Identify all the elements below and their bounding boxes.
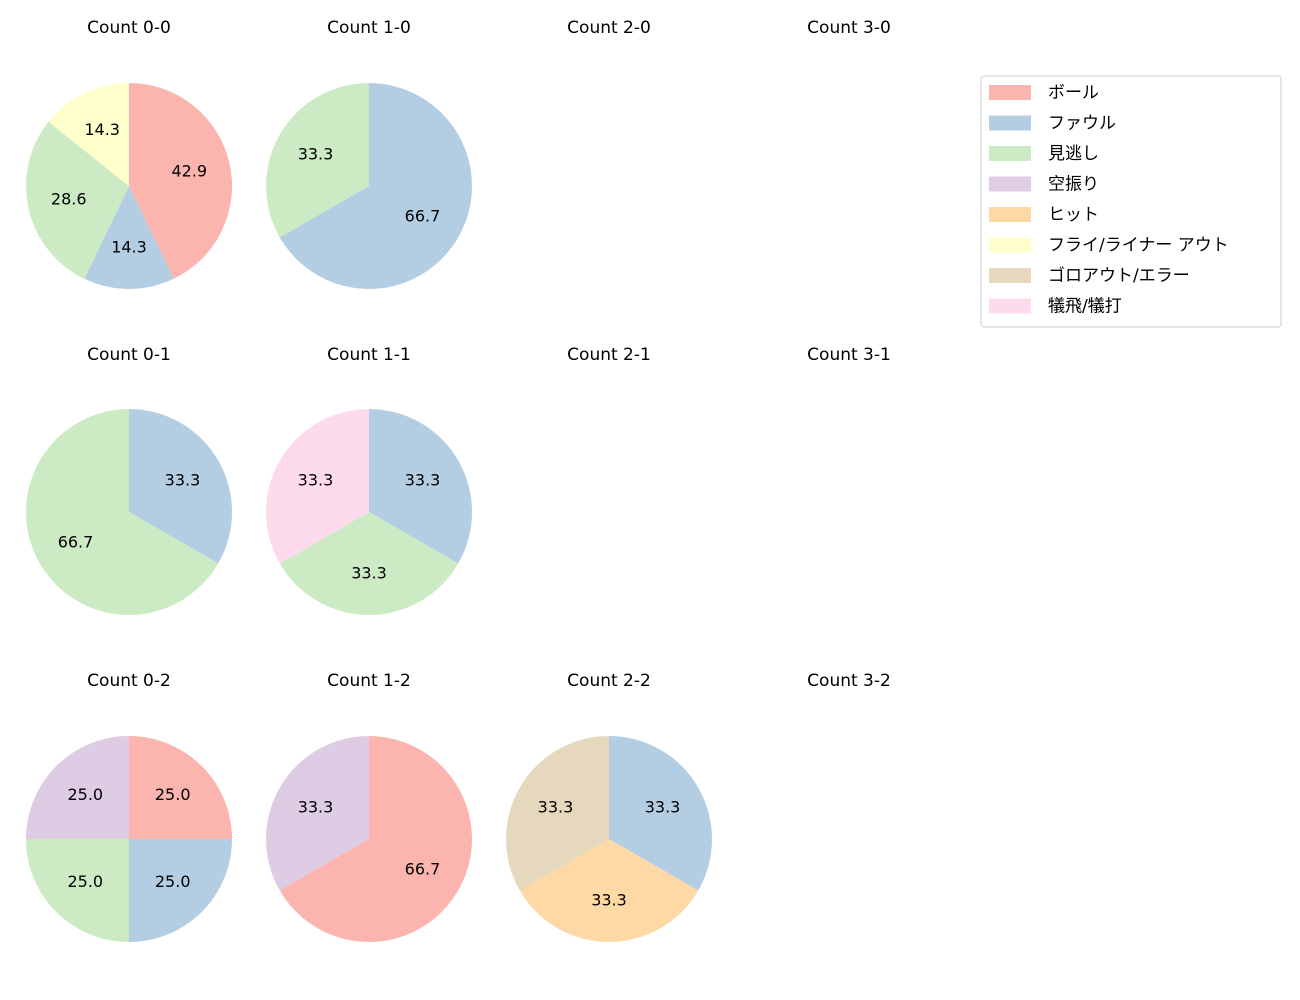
data-label: 33.3 <box>165 471 201 490</box>
data-label: 25.0 <box>67 872 103 891</box>
legend-swatch <box>989 207 1031 222</box>
legend-swatch <box>989 115 1031 131</box>
pie-slice <box>84 186 174 289</box>
pie-slice <box>25 121 130 279</box>
legend-box <box>980 75 1282 328</box>
pie-slice <box>266 83 369 238</box>
pie-slice <box>609 736 712 891</box>
chart-title: Count 3-1 <box>807 345 891 365</box>
pie-slice <box>48 83 129 186</box>
legend-swatch <box>989 298 1031 314</box>
data-label: 33.3 <box>298 145 334 164</box>
data-label: 25.0 <box>155 872 191 891</box>
pie-slice <box>26 839 129 942</box>
chart-title: Count 1-0 <box>327 18 411 38</box>
pie-slice <box>506 736 609 891</box>
legend-swatch <box>989 237 1031 253</box>
legend-label: ボール <box>1048 83 1099 103</box>
data-label: 25.0 <box>67 785 103 804</box>
legend-label: ファウル <box>1048 114 1116 134</box>
data-label: 25.0 <box>155 785 191 804</box>
data-label: 14.3 <box>84 120 120 139</box>
chart-title: Count 2-2 <box>567 671 651 691</box>
pie-slice <box>266 736 369 891</box>
data-label: 33.3 <box>538 798 574 817</box>
pie-slice <box>369 409 472 564</box>
pie-slice <box>26 409 219 615</box>
legend-swatch <box>989 146 1031 161</box>
legend-label: 犠飛/犠打 <box>1048 297 1122 317</box>
data-label: 28.6 <box>51 189 87 208</box>
data-label: 33.3 <box>645 798 681 817</box>
chart-title: Count 2-0 <box>567 18 651 38</box>
data-label: 66.7 <box>58 532 94 551</box>
pie-slice <box>129 83 233 279</box>
legend-label: 空振り <box>1048 175 1099 195</box>
data-label: 66.7 <box>405 859 441 878</box>
pie-slice <box>279 736 473 942</box>
data-label: 33.3 <box>298 798 334 817</box>
legend-label: 見逃し <box>1048 144 1099 164</box>
data-label: 33.3 <box>591 890 627 909</box>
pie-slice <box>519 839 699 942</box>
pie-slice <box>129 839 232 942</box>
legend-label: ヒット <box>1048 205 1099 225</box>
pie-slice <box>266 409 369 564</box>
chart-title: Count 0-1 <box>87 345 171 365</box>
chart-title: Count 0-2 <box>87 671 171 691</box>
data-label: 33.3 <box>405 471 441 490</box>
chart-title: Count 1-2 <box>327 671 411 691</box>
chart-title: Count 1-1 <box>327 345 411 365</box>
data-label: 66.7 <box>405 206 441 225</box>
data-label: 33.3 <box>351 563 387 582</box>
legend-label: ゴロアウト/エラー <box>1048 265 1190 286</box>
chart-title: Count 3-0 <box>807 18 891 38</box>
data-label: 42.9 <box>171 162 207 181</box>
pie-slice <box>129 409 233 564</box>
chart-title: Count 3-2 <box>807 671 891 691</box>
chart-title: Count 2-1 <box>567 345 651 365</box>
legend-swatch <box>989 176 1031 192</box>
data-label: 14.3 <box>111 237 147 256</box>
legend-swatch <box>989 85 1031 100</box>
chart-title: Count 0-0 <box>87 18 171 38</box>
legend-label: フライ/ライナー アウト <box>1048 236 1229 256</box>
pie-slice <box>129 736 232 839</box>
data-label: 33.3 <box>298 471 334 490</box>
legend-swatch <box>989 268 1031 283</box>
pie-slice <box>279 83 472 289</box>
pie-slice <box>26 736 129 839</box>
